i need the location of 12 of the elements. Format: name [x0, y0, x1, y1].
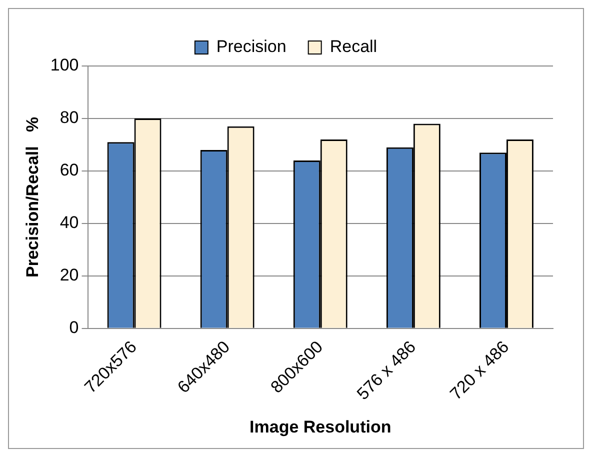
- y-tick-label: 60: [60, 160, 79, 180]
- legend-label: Recall: [330, 37, 378, 56]
- y-tick-label: 20: [60, 266, 79, 285]
- x-tick-label: 720 x 486: [446, 337, 513, 404]
- x-axis-title: Image Resolution: [250, 417, 392, 436]
- legend-label: Precision: [216, 37, 286, 56]
- y-tick-label: 100: [50, 56, 79, 75]
- y-tick-label: 0: [69, 318, 79, 338]
- y-tick-label: 80: [60, 108, 79, 128]
- y-tick-label: 40: [60, 213, 79, 232]
- y-axis-title: Precision/Recall %: [22, 116, 42, 278]
- x-tick-label: 576 x 486: [353, 337, 420, 404]
